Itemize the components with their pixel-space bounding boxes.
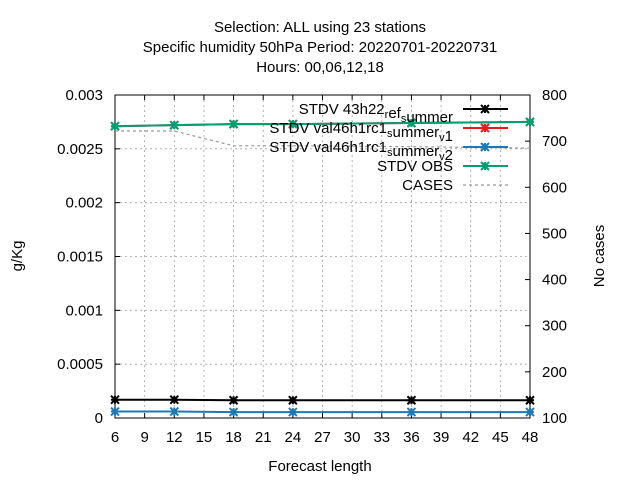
data-point (110, 121, 120, 131)
data-point (228, 119, 239, 129)
data-point (288, 119, 298, 129)
legend-label-part: s (387, 128, 393, 140)
data-point (406, 395, 417, 405)
plot-border (114, 94, 531, 419)
legend-label-part: ummer (392, 143, 439, 160)
series-2 (110, 406, 535, 417)
data-point (525, 117, 535, 127)
data-point (406, 407, 417, 417)
legend-label: STDV OBS (377, 158, 453, 175)
x-tick-label: 48 (522, 429, 539, 446)
data-point (288, 407, 298, 417)
x-tick-label: 24 (285, 429, 302, 446)
data-point (406, 118, 417, 128)
data-point (288, 395, 298, 405)
y2-axis-label: No cases (591, 225, 608, 288)
x-tick-label: 9 (140, 429, 148, 446)
data-point (525, 407, 535, 417)
legend-label-part: ummer (406, 109, 453, 126)
grid (115, 95, 530, 418)
legend-label-part: ummer (392, 124, 439, 141)
legend-label-part: v (439, 132, 445, 144)
legend-label-part: STDV val46h1rc1 (269, 139, 387, 156)
legend-label-part: STDV OBS (377, 158, 453, 175)
y-tick-label: 0.0025 (57, 141, 103, 158)
x-tick-label: 6 (111, 429, 119, 446)
y2-tick-label: 300 (542, 318, 567, 335)
x-tick-label: 45 (492, 429, 509, 446)
legend-label-part: 1 (445, 128, 453, 145)
data-point (228, 407, 239, 417)
y-tick-label: 0.003 (65, 87, 103, 104)
axes: 6 9 12 15 18 21 24 27 30 33 36 39 42 45 4800.00050.001… (57, 87, 567, 446)
y-tick-label: 0.0015 (57, 249, 103, 266)
legend-label-part: r (385, 109, 389, 121)
y-tick-label: 0 (95, 410, 103, 427)
legend-entry: STDV 43h22refsummer (299, 101, 508, 126)
legend-marker (480, 123, 490, 133)
y2-tick-label: 400 (542, 272, 567, 289)
y-tick-label: 0.0005 (57, 356, 103, 373)
x-tick-label: 21 (255, 429, 272, 446)
legend-entry: STDV val46h1rc1summerv1 (269, 120, 508, 145)
legend-label-part: STDV 43h22 (299, 101, 385, 118)
data-point (169, 394, 179, 405)
series-line (115, 410, 530, 414)
series-0 (110, 394, 535, 405)
chart-title-line2: Specific humidity 50hPa Period: 20220701… (143, 39, 497, 56)
y2-tick-label: 500 (542, 225, 567, 242)
x-tick-label: 42 (462, 429, 479, 446)
x-tick-label: 30 (344, 429, 361, 446)
legend-label-part: s (387, 147, 393, 159)
y2-tick-label: 200 (542, 364, 567, 381)
y-tick-label: 0.001 (65, 302, 103, 319)
x-tick-label: 12 (166, 429, 183, 446)
legend-marker (480, 142, 490, 152)
series-4 (115, 130, 531, 149)
y-tick-label: 0.002 (65, 195, 103, 212)
x-axis-label: Forecast length (268, 458, 371, 475)
x-tick-label: 36 (403, 429, 420, 446)
data-point (110, 394, 120, 405)
x-tick-label: 18 (225, 429, 242, 446)
legend-label: STDV val46h1rc1summerv2 (269, 139, 453, 164)
legend-marker (480, 104, 490, 114)
x-tick-label: 15 (196, 429, 213, 446)
data-point (525, 395, 535, 405)
y2-tick-label: 100 (542, 410, 567, 427)
legend-marker (480, 161, 490, 171)
y2-tick-label: 800 (542, 87, 567, 104)
series-3 (110, 117, 535, 131)
legend-label: CASES (402, 177, 453, 194)
y-axis-label: g/Kg (9, 241, 26, 272)
x-tick-label: 27 (314, 429, 331, 446)
x-tick-label: 33 (373, 429, 390, 446)
x-tick-label: 39 (433, 429, 450, 446)
y2-tick-label: 700 (542, 133, 567, 150)
legend-label-part: v (439, 151, 445, 163)
data-point (169, 120, 179, 130)
legend-label: STDV val46h1rc1summerv1 (269, 120, 453, 145)
legend-label-part: CASES (402, 177, 453, 194)
legend-label-part: s (401, 113, 407, 125)
series-line (115, 398, 530, 402)
legend-entry: STDV val46h1rc1summerv2 (269, 139, 508, 164)
legend-label: STDV 43h22refsummer (299, 101, 453, 126)
legend-entry: STDV OBS (377, 158, 508, 175)
legend-entry: CASES (402, 177, 508, 194)
legend-label-part: ef (388, 105, 401, 122)
data-point (228, 395, 239, 405)
chart-title-line3: Hours: 00,06,12,18 (256, 59, 384, 76)
plot-series (110, 117, 535, 417)
y2-tick-label: 600 (542, 179, 567, 196)
data-point (169, 406, 179, 417)
chart-title-line1: Selection: ALL using 23 stations (214, 19, 426, 36)
series-line (115, 130, 531, 149)
legend-label-part: 2 (445, 147, 453, 164)
series-line (114, 120, 531, 128)
data-point (110, 406, 120, 417)
legend-label-part: STDV val46h1rc1 (269, 120, 387, 137)
